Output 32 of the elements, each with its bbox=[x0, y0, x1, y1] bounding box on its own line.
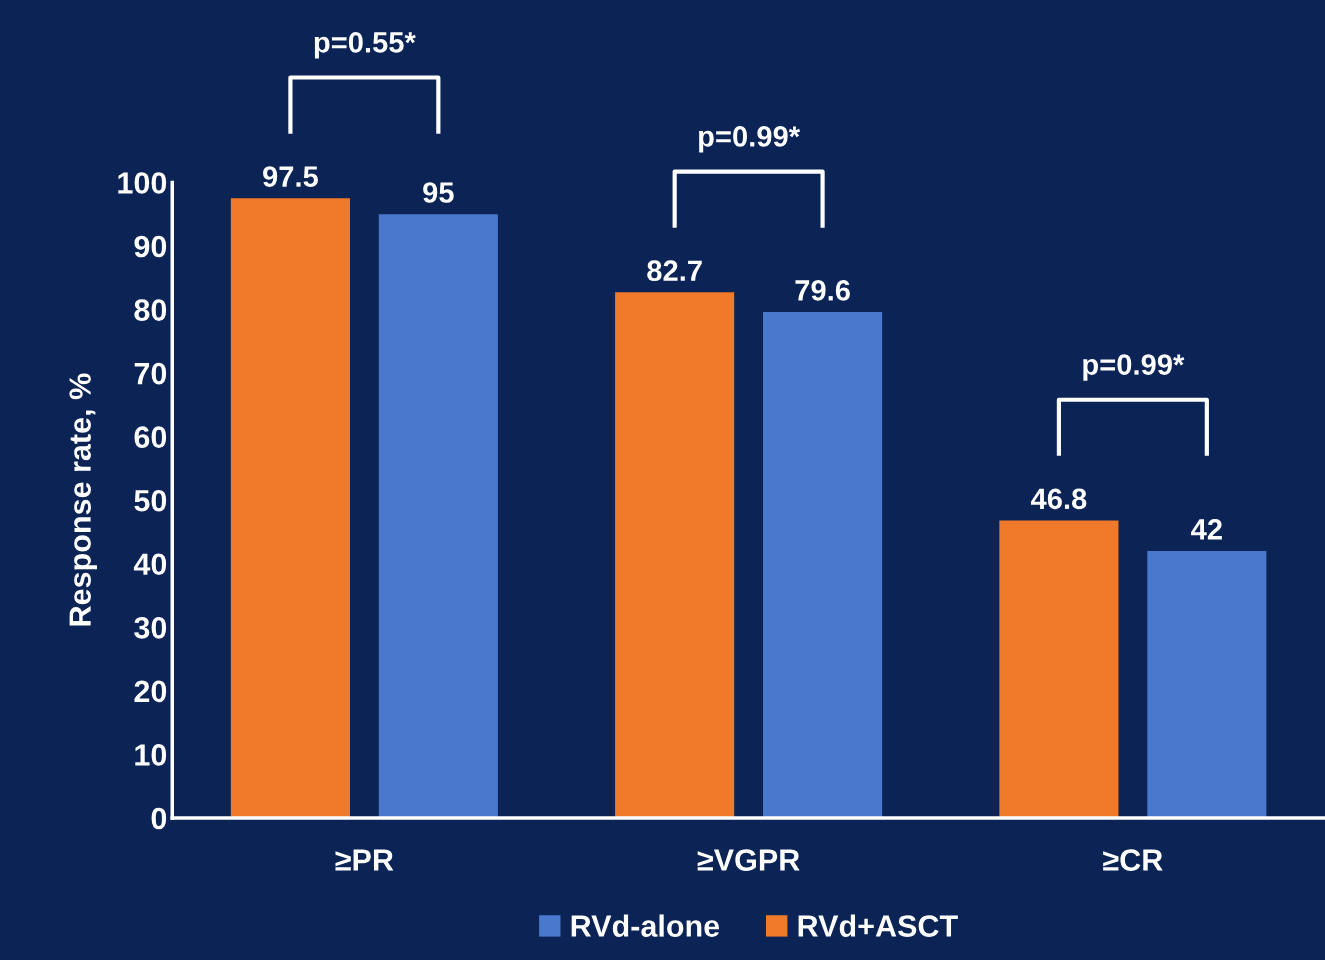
y-tick-label: 60 bbox=[134, 426, 167, 448]
data-label: 95 bbox=[423, 182, 454, 203]
text: p=0.55* bbox=[314, 32, 416, 59]
y-tick-label: 100 bbox=[118, 172, 167, 194]
data-label: 97.5 bbox=[263, 166, 318, 187]
x-tick-label: ≥PR bbox=[335, 849, 394, 871]
y-tick-label: 90 bbox=[134, 235, 167, 258]
data-label: 82.7 bbox=[647, 260, 702, 282]
bar bbox=[1147, 551, 1267, 818]
y-tick-label: 30 bbox=[134, 617, 167, 639]
y-tick-label: 50 bbox=[134, 489, 167, 512]
bar bbox=[999, 520, 1119, 818]
y-axis-title: Response rate, % bbox=[69, 373, 97, 626]
x-tick-label: ≥CR bbox=[1103, 849, 1163, 871]
text: p=0.99* bbox=[699, 126, 801, 153]
bar bbox=[230, 198, 350, 818]
y-tick-label: 0 bbox=[151, 807, 167, 830]
bar bbox=[615, 292, 735, 818]
data-label: 42 bbox=[1191, 519, 1222, 540]
x-tick-label: ≥VGPR bbox=[697, 849, 800, 871]
annotation: p=0.99* bbox=[1083, 354, 1185, 381]
data-label: 79.6 bbox=[795, 280, 850, 301]
bar bbox=[378, 214, 498, 818]
y-tick-label: 80 bbox=[134, 299, 167, 321]
bar bbox=[763, 312, 883, 818]
legend-label: RVd-alone bbox=[571, 914, 720, 937]
y-tick-label: 70 bbox=[134, 362, 167, 385]
y-tick-label: 20 bbox=[134, 680, 167, 703]
legend-label: RVd+ASCT bbox=[798, 914, 958, 937]
y-tick-label: 10 bbox=[135, 744, 167, 766]
data-label: 46.8 bbox=[1030, 488, 1087, 510]
y-tick-label: 40 bbox=[133, 553, 167, 576]
